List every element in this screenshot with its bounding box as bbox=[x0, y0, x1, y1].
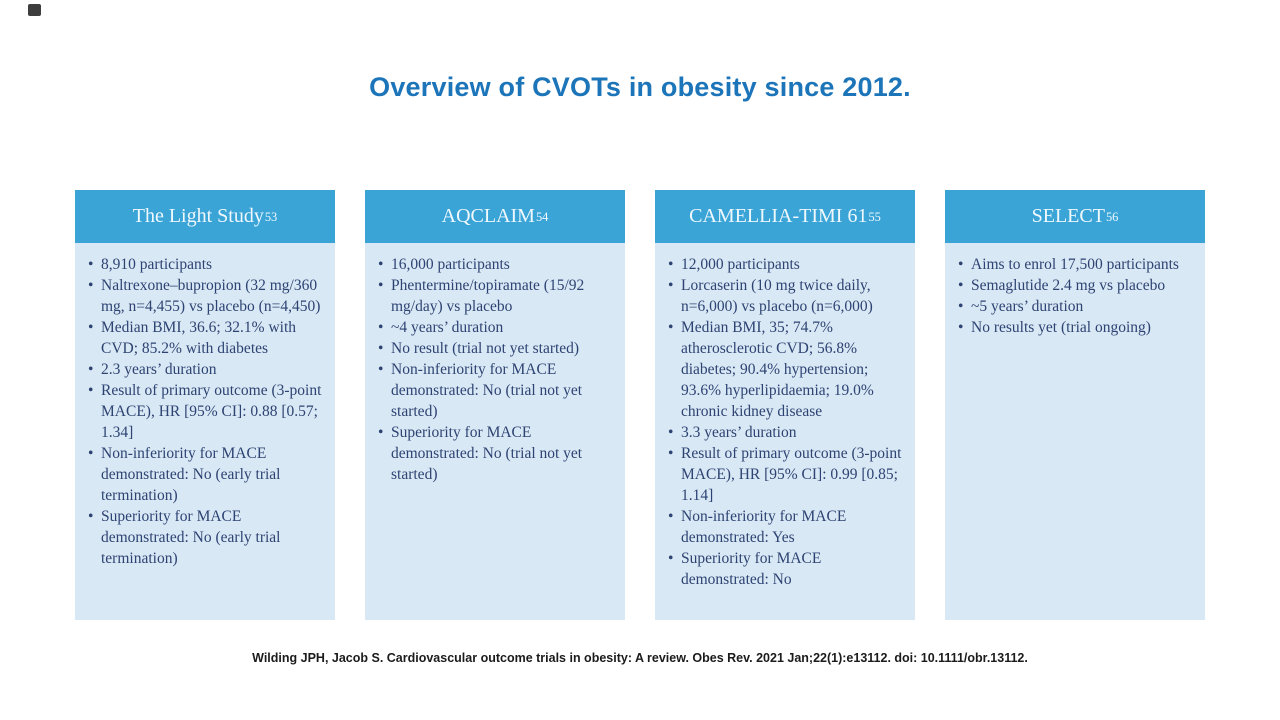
citation-text: Wilding JPH, Jacob S. Cardiovascular out… bbox=[252, 651, 1028, 665]
bullet-item: No results yet (trial ongoing) bbox=[954, 317, 1199, 338]
bullet-list: 8,910 participants Naltrexone–bupropion … bbox=[84, 254, 329, 569]
trial-title: The Light Study bbox=[132, 205, 264, 227]
trial-card-header: AQCLAIM 54 bbox=[365, 190, 625, 243]
bullet-item: Lorcaserin (10 mg twice daily, n=6,000) … bbox=[664, 275, 909, 317]
bullet-item: Result of primary outcome (3-point MACE)… bbox=[84, 380, 329, 443]
trial-card-body: Aims to enrol 17,500 participants Semagl… bbox=[945, 243, 1205, 620]
trial-card-header: The Light Study 53 bbox=[75, 190, 335, 243]
bullet-item: Superiority for MACE demonstrated: No (e… bbox=[84, 506, 329, 569]
bullet-item: Median BMI, 36.6; 32.1% with CVD; 85.2% … bbox=[84, 317, 329, 359]
trial-title: CAMELLIA-TIMI 61 bbox=[689, 205, 868, 227]
bullet-list: 16,000 participants Phentermine/topirama… bbox=[374, 254, 619, 485]
trial-card-header: SELECT 56 bbox=[945, 190, 1205, 243]
bullet-item: 8,910 participants bbox=[84, 254, 329, 275]
trial-title: AQCLAIM bbox=[441, 205, 535, 227]
bullet-item: Phentermine/topiramate (15/92 mg/day) vs… bbox=[374, 275, 619, 317]
bullet-list: Aims to enrol 17,500 participants Semagl… bbox=[954, 254, 1199, 338]
bullet-item: Aims to enrol 17,500 participants bbox=[954, 254, 1199, 275]
bullet-item: Median BMI, 35; 74.7% atherosclerotic CV… bbox=[664, 317, 909, 422]
bullet-item: 2.3 years’ duration bbox=[84, 359, 329, 380]
bullet-item: Naltrexone–bupropion (32 mg/360 mg, n=4,… bbox=[84, 275, 329, 317]
bullet-item: Superiority for MACE demonstrated: No bbox=[664, 548, 909, 590]
bullet-item: Semaglutide 2.4 mg vs placebo bbox=[954, 275, 1199, 296]
page-title: Overview of CVOTs in obesity since 2012. bbox=[369, 72, 911, 102]
trial-card-body: 8,910 participants Naltrexone–bupropion … bbox=[75, 243, 335, 620]
bullet-item: ~4 years’ duration bbox=[374, 317, 619, 338]
bullet-item: Non-inferiority for MACE demonstrated: Y… bbox=[664, 506, 909, 548]
bullet-list: 12,000 participants Lorcaserin (10 mg tw… bbox=[664, 254, 909, 590]
bullet-item: Non-inferiority for MACE demonstrated: N… bbox=[374, 359, 619, 422]
trial-card-body: 16,000 participants Phentermine/topirama… bbox=[365, 243, 625, 620]
bullet-item: 3.3 years’ duration bbox=[664, 422, 909, 443]
bullet-item: ~5 years’ duration bbox=[954, 296, 1199, 317]
bullet-item: 16,000 participants bbox=[374, 254, 619, 275]
bullet-item: Result of primary outcome (3-point MACE)… bbox=[664, 443, 909, 506]
bullet-item: No result (trial not yet started) bbox=[374, 338, 619, 359]
trial-card-header: CAMELLIA-TIMI 61 55 bbox=[655, 190, 915, 243]
bullet-item: Superiority for MACE demonstrated: No (t… bbox=[374, 422, 619, 485]
slide-corner-mark bbox=[28, 4, 41, 16]
bullet-item: Non-inferiority for MACE demonstrated: N… bbox=[84, 443, 329, 506]
bullet-item: 12,000 participants bbox=[664, 254, 909, 275]
trial-card-body: 12,000 participants Lorcaserin (10 mg tw… bbox=[655, 243, 915, 620]
trial-title: SELECT bbox=[1031, 205, 1105, 227]
